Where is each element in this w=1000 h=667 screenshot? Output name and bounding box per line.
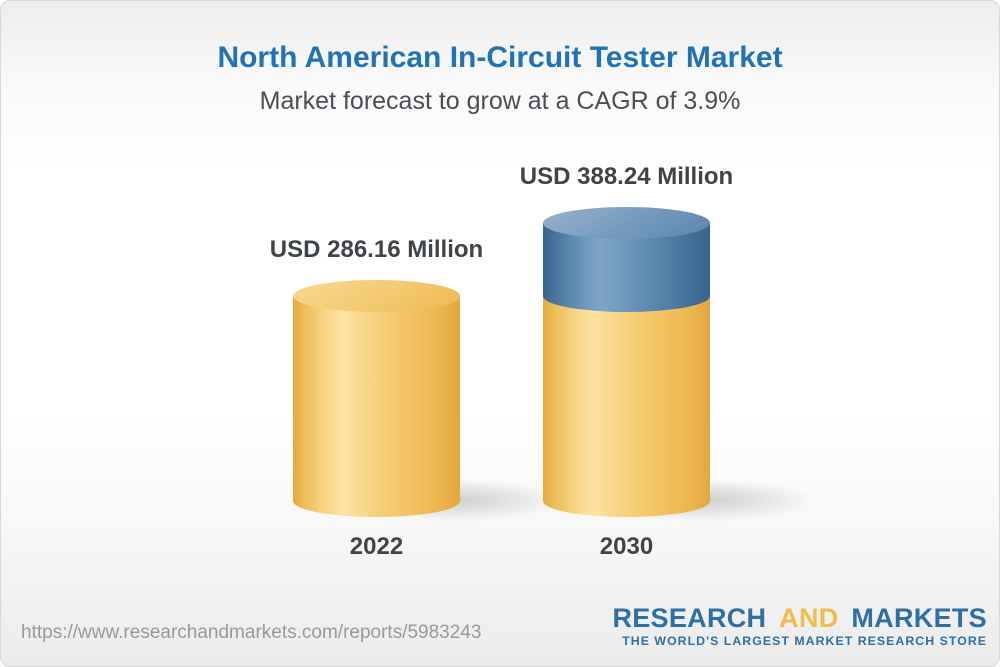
category-label-2022: 2022 bbox=[349, 533, 404, 560]
page-title: North American In-Circuit Tester Market bbox=[217, 41, 783, 74]
bar-2022-cylinder bbox=[293, 296, 460, 517]
report-url-link[interactable]: https://www.researchandmarkets.com/repor… bbox=[21, 622, 482, 643]
category-label-2030: 2030 bbox=[599, 533, 654, 560]
value-label-2030: USD 388.24 Million bbox=[519, 162, 734, 190]
logo-tagline: THE WORLD'S LARGEST MARKET RESEARCH STOR… bbox=[622, 634, 987, 648]
value-label-2022: USD 286.16 Million bbox=[269, 236, 484, 263]
logo-wordmark: RESEARCH AND MARKETS bbox=[612, 603, 987, 633]
research-and-markets-logo: RESEARCH AND MARKETS THE WORLD'S LARGEST… bbox=[612, 603, 987, 648]
bar-2030-base-cylinder bbox=[543, 296, 710, 517]
bar-2022-top-face bbox=[293, 280, 460, 312]
logo-word-markets: MARKETS bbox=[851, 603, 987, 633]
logo-word-and: AND bbox=[779, 603, 839, 633]
logo-word-research: RESEARCH bbox=[612, 603, 767, 633]
page-subtitle: Market forecast to grow at a CAGR of 3.9… bbox=[259, 87, 741, 115]
bar-2030-top-face bbox=[543, 206, 710, 239]
